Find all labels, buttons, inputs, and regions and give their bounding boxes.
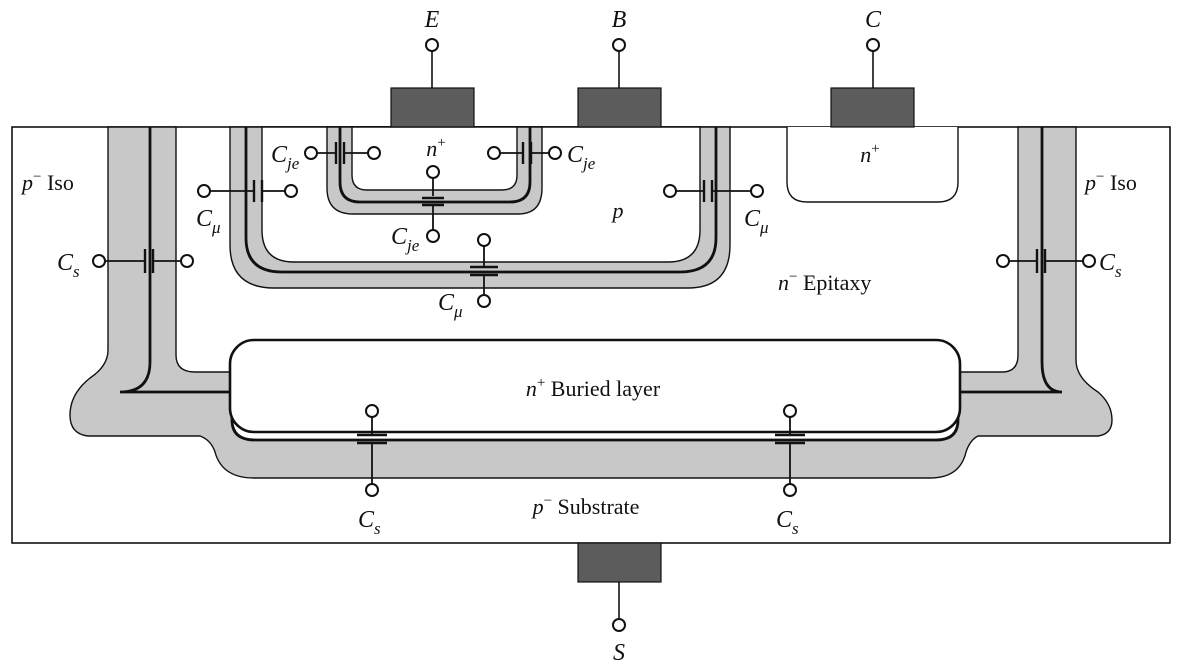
cje-right-label: Cje [567, 142, 596, 173]
cmu-bottom-capacitor [470, 233, 498, 308]
cs-right-capacitor [996, 249, 1096, 273]
substrate-label: S [613, 640, 625, 666]
substrate-terminal[interactable]: S [612, 582, 626, 666]
buried-layer-label: n+ Buried layer [526, 375, 661, 401]
base-contact [577, 87, 662, 128]
base-region-label: p [611, 198, 624, 223]
iso-left-label: p− Iso [20, 169, 74, 195]
iso-right-label: p− Iso [1083, 169, 1137, 195]
substrate-contact [577, 542, 662, 583]
buried-layer [228, 338, 962, 434]
cje-right-capacitor [487, 142, 562, 164]
cje-bottom-capacitor [422, 165, 444, 243]
emitter-region [351, 126, 518, 191]
base-collector-junction-line [244, 127, 718, 274]
emitter-region-label: n+ [426, 135, 445, 161]
emitter-terminal[interactable]: E [424, 7, 440, 88]
collector-contact [830, 87, 915, 128]
emitter-junction-line [338, 127, 532, 204]
cs-bottom-left-capacitor [357, 404, 387, 497]
iso-junction-line [119, 127, 1063, 442]
epitaxy-label: n− Epitaxy [778, 269, 871, 295]
collector-label: C [865, 7, 882, 33]
cmu-right-capacitor [663, 180, 764, 202]
collector-region-label: n+ [860, 141, 879, 167]
cmu-left-capacitor [197, 180, 298, 202]
emitter-contact [390, 87, 475, 128]
emitter-label: E [424, 7, 440, 33]
cs-left-capacitor [92, 249, 194, 273]
collector-terminal[interactable]: C [865, 7, 882, 88]
base-label: B [612, 7, 627, 33]
substrate-region-label: p− Substrate [531, 493, 640, 519]
cs-bottom-right-capacitor [775, 404, 805, 497]
collector-contact-region [786, 127, 959, 203]
cje-left-capacitor [304, 142, 381, 164]
cje-left-label: Cje [271, 142, 300, 173]
base-terminal[interactable]: B [612, 7, 627, 88]
